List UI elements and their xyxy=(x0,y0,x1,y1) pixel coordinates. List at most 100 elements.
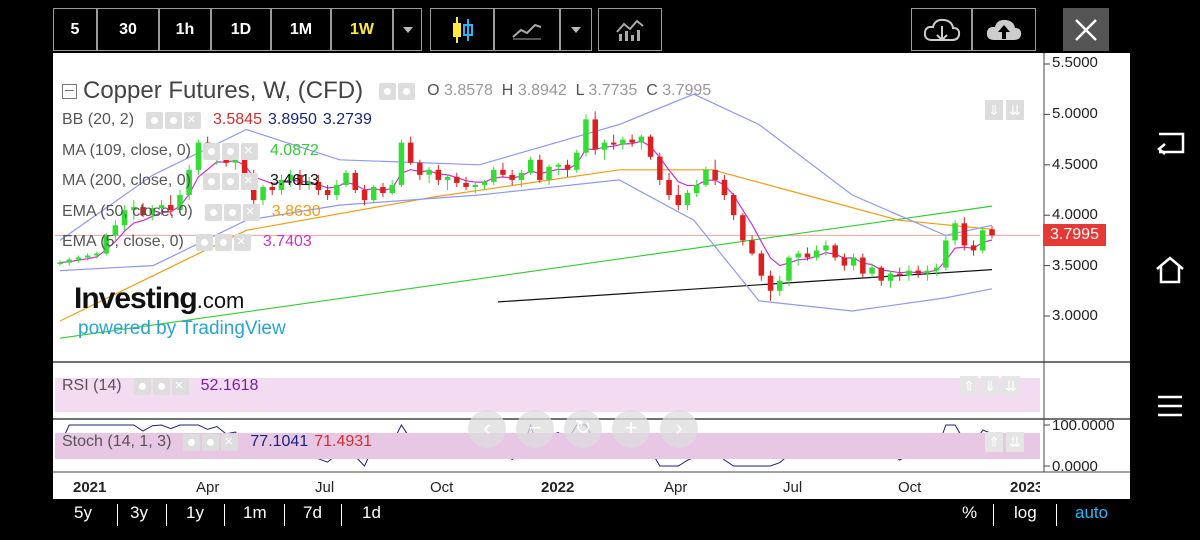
rsi-move-controls[interactable]: ⇑ ⇓ ⇊ xyxy=(960,376,1020,396)
candle-body xyxy=(186,169,192,195)
candle-body xyxy=(638,136,645,143)
stoch-move-controls[interactable]: ⇑ ⇊ xyxy=(985,432,1024,452)
cloud-download-button[interactable] xyxy=(911,8,972,51)
candle-body xyxy=(666,179,672,195)
arrow-down-double-icon[interactable]: ⇊ xyxy=(1006,100,1024,120)
interval-1h-button[interactable]: 1h xyxy=(159,8,211,51)
remove-icon[interactable] xyxy=(221,433,239,451)
interval-1d-button[interactable]: 1D xyxy=(211,8,271,51)
indicator-controls[interactable] xyxy=(202,142,258,160)
eye-icon[interactable] xyxy=(202,142,220,160)
gear-icon[interactable] xyxy=(152,377,170,395)
interval-30-button[interactable]: 30 xyxy=(97,8,159,51)
remove-icon[interactable] xyxy=(242,203,260,221)
candle-body xyxy=(426,169,432,175)
range-5y[interactable]: 5y xyxy=(74,503,92,522)
interval-1m-button[interactable]: 1M xyxy=(271,8,331,51)
range-1m[interactable]: 1m xyxy=(243,503,267,522)
candle-body xyxy=(583,119,589,153)
remove-icon[interactable] xyxy=(171,377,189,395)
time-label: Oct xyxy=(898,479,922,496)
cloud-upload-button[interactable] xyxy=(972,8,1036,51)
eye-icon[interactable] xyxy=(133,377,151,395)
chart-nav-controls[interactable]: ‹ − ↻ + › xyxy=(468,410,698,448)
menu-icon[interactable] xyxy=(1156,394,1184,418)
arrow-down-double-icon[interactable]: ⇊ xyxy=(1006,432,1024,452)
candle-body xyxy=(740,215,746,241)
ohlc-o-label: O xyxy=(427,82,440,99)
indicator-controls[interactable] xyxy=(195,233,251,251)
candle-body xyxy=(371,187,377,201)
arrow-down-icon[interactable]: ⇓ xyxy=(981,376,999,396)
auto-toggle[interactable]: auto xyxy=(1075,503,1109,522)
range-3y[interactable]: 3y xyxy=(130,503,148,522)
candle-body xyxy=(481,181,488,185)
gear-icon[interactable] xyxy=(165,111,183,129)
interval-dropdown-button[interactable] xyxy=(393,8,422,51)
candle-body xyxy=(537,159,543,180)
scroll-left-icon[interactable]: ‹ xyxy=(468,410,506,448)
chart-type-candles-button[interactable] xyxy=(430,8,494,51)
range-7d[interactable]: 7d xyxy=(303,503,322,522)
title-settings-icons[interactable] xyxy=(379,82,416,100)
rsi-pane[interactable] xyxy=(55,378,1040,412)
arrow-up-icon[interactable]: ⇑ xyxy=(985,432,1003,452)
indicator-value: 3.4613 xyxy=(269,172,319,189)
arrow-down-double-icon[interactable]: ⇊ xyxy=(1002,376,1020,396)
candle-body xyxy=(694,185,700,194)
arrow-up-icon[interactable]: ⇑ xyxy=(960,376,978,396)
candle-body xyxy=(297,174,303,185)
candle-body xyxy=(398,142,405,185)
gear-icon[interactable] xyxy=(202,433,220,451)
indicator-controls[interactable] xyxy=(146,111,202,129)
reset-icon[interactable]: ↻ xyxy=(564,410,602,448)
interval-5-button[interactable]: 5 xyxy=(53,8,97,51)
range-1y[interactable]: 1y xyxy=(186,503,204,522)
eye-icon[interactable] xyxy=(183,433,201,451)
chart-style-button[interactable] xyxy=(494,8,560,51)
gear-icon[interactable] xyxy=(223,203,241,221)
divider xyxy=(166,504,167,526)
pane-move-controls[interactable]: ⇓ ⇊ xyxy=(985,100,1024,120)
stoch-d-value: 71.4931 xyxy=(314,433,373,450)
interval-1w-button[interactable]: 1W xyxy=(331,8,393,51)
candle-body xyxy=(407,142,414,163)
indicator-controls[interactable] xyxy=(183,433,239,451)
remove-icon[interactable] xyxy=(184,111,202,129)
arrow-down-icon[interactable]: ⇓ xyxy=(985,100,1003,120)
scroll-right-icon[interactable]: › xyxy=(660,410,698,448)
candle-body xyxy=(703,169,709,185)
gear-icon[interactable] xyxy=(398,82,416,100)
interval-label: 1M xyxy=(289,20,313,38)
gear-icon[interactable] xyxy=(221,172,239,190)
remove-icon[interactable] xyxy=(233,233,251,251)
gear-icon[interactable] xyxy=(221,142,239,160)
eye-icon[interactable] xyxy=(195,233,213,251)
indicator-controls[interactable] xyxy=(133,377,189,395)
remove-icon[interactable] xyxy=(240,172,258,190)
indicator-controls[interactable] xyxy=(202,172,258,190)
candle-body xyxy=(601,142,608,150)
close-button[interactable] xyxy=(1063,8,1109,51)
eye-icon[interactable] xyxy=(204,203,222,221)
chart-style-dropdown-button[interactable] xyxy=(560,8,592,51)
back-icon[interactable] xyxy=(1155,130,1187,156)
candle-body xyxy=(712,169,718,180)
candle-body xyxy=(777,280,783,291)
log-toggle[interactable]: log xyxy=(1014,503,1037,522)
percent-toggle[interactable]: % xyxy=(962,503,978,522)
eye-icon[interactable] xyxy=(379,82,397,100)
eye-icon[interactable] xyxy=(146,111,164,129)
zoom-out-icon[interactable]: − xyxy=(516,410,554,448)
zoom-in-icon[interactable]: + xyxy=(612,410,650,448)
home-icon[interactable] xyxy=(1154,255,1186,285)
collapse-legend-icon[interactable] xyxy=(62,83,77,99)
indicator-controls[interactable] xyxy=(204,203,260,221)
gear-icon[interactable] xyxy=(214,233,232,251)
eye-icon[interactable] xyxy=(202,172,220,190)
time-label: Jul xyxy=(315,479,335,496)
range-1d[interactable]: 1d xyxy=(362,503,381,522)
remove-icon[interactable] xyxy=(240,142,258,160)
cloud-upload-icon xyxy=(986,19,1022,40)
indicators-button[interactable] xyxy=(598,8,662,51)
